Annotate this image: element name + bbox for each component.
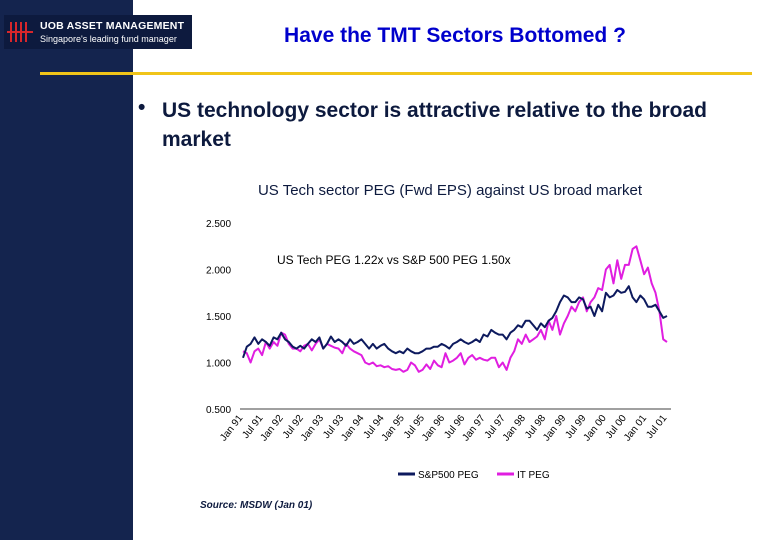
company-logo: UOB ASSET MANAGEMENT Singapore's leading…: [4, 15, 192, 49]
it-peg-series-line: [242, 245, 668, 373]
y-tick-label: 0.500: [206, 405, 231, 416]
x-tick-label: Jan 98: [501, 413, 528, 444]
logo-company-name: UOB ASSET MANAGEMENT: [40, 20, 185, 32]
legend-label-sp500: S&P500 PEG: [418, 470, 479, 481]
left-sidebar-band: [0, 0, 133, 540]
x-tick-label: Jan 96: [420, 413, 447, 444]
x-tick-label: Jan 92: [259, 413, 286, 444]
x-tick-label: Jul 01: [644, 413, 669, 441]
slide-title: Have the TMT Sectors Bottomed ?: [284, 24, 626, 47]
title-underline: [40, 72, 752, 75]
y-tick-label: 2.000: [206, 266, 231, 277]
chart-source-note: Source: MSDW (Jan 01): [200, 500, 313, 511]
legend-label-it: IT PEG: [517, 470, 550, 481]
x-tick-label: Jan 94: [339, 413, 366, 444]
bullet-text: US technology sector is attractive relat…: [162, 99, 707, 151]
x-tick-label: Jan 91: [218, 413, 245, 444]
x-tick-label: Jan 00: [582, 413, 609, 444]
x-tick-label: Jan 93: [299, 413, 326, 444]
chart-legend: S&P500 PEG IT PEG: [398, 470, 550, 481]
bullet-marker: •: [138, 96, 146, 119]
x-tick-label: Jan 97: [460, 413, 487, 444]
y-tick-label: 1.000: [206, 359, 231, 370]
x-tick-label: Jan 01: [622, 413, 649, 444]
logo-mark-icon: [7, 22, 33, 42]
x-tick-label: Jan 99: [541, 413, 568, 444]
logo-tagline: Singapore's leading fund manager: [40, 34, 177, 44]
chart-annotation: US Tech PEG 1.22x vs S&P 500 PEG 1.50x: [277, 253, 511, 267]
y-tick-label: 1.500: [206, 312, 231, 323]
y-tick-label: 2.500: [206, 219, 231, 230]
chart-panel: 2.500 2.000 1.500 1.000 0.500 Jan 91 Jul 91 Ja…: [195, 206, 709, 488]
sp500-peg-series-line: [242, 285, 668, 359]
x-tick-label: Jan 95: [380, 413, 407, 444]
chart-title: US Tech sector PEG (Fwd EPS) against US …: [257, 182, 643, 199]
